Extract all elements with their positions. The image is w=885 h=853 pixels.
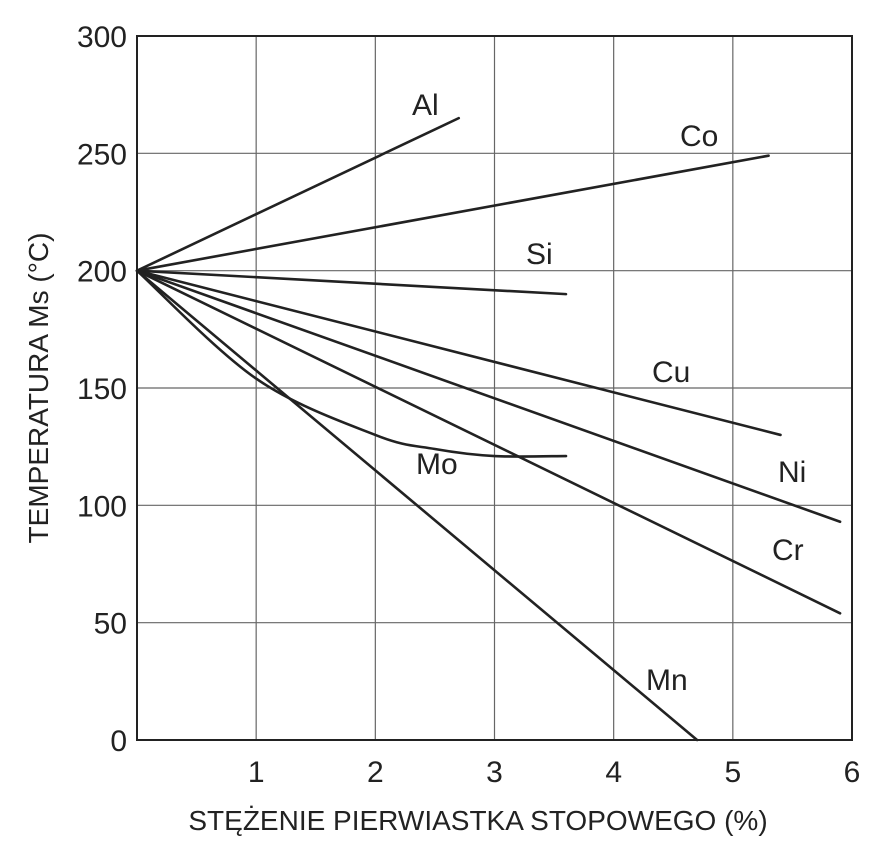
y-tick-label: 100 <box>77 490 127 523</box>
x-axis-title: STĘŻENIE PIERWIASTKA STOPOWEGO (%) <box>188 805 767 836</box>
x-tick-label: 4 <box>605 756 622 789</box>
y-axis-title: TEMPERATURA Ms (°C) <box>23 233 54 544</box>
series-label-si: Si <box>526 238 553 271</box>
series-label-mo: Mo <box>416 448 458 481</box>
series-label-al: Al <box>412 89 439 122</box>
x-tick-labels: 1 2 3 4 5 6 <box>248 756 861 789</box>
series-line-mo <box>135 269 568 458</box>
series-line-cr <box>135 269 842 615</box>
y-tick-label: 150 <box>77 373 127 406</box>
series-line-ni <box>135 269 842 524</box>
series-line-al <box>135 116 461 272</box>
plot-frame <box>136 35 853 741</box>
series-line-cu <box>135 269 782 437</box>
series-group <box>135 116 842 742</box>
y-tick-label: 300 <box>77 21 127 54</box>
x-tick-label: 2 <box>367 756 384 789</box>
series-line-co <box>135 154 770 272</box>
y-tick-label: 50 <box>94 608 127 641</box>
y-tick-label: 0 <box>110 725 127 758</box>
series-line-mn <box>135 269 699 742</box>
series-label-cu: Cu <box>652 356 690 389</box>
series-line-si <box>135 269 568 296</box>
y-tick-label: 250 <box>77 138 127 171</box>
grid <box>137 36 852 740</box>
series-label-co: Co <box>680 120 718 153</box>
x-tick-label: 3 <box>486 756 503 789</box>
y-tick-label: 200 <box>77 256 127 289</box>
x-tick-label: 5 <box>724 756 741 789</box>
series-label-mn: Mn <box>646 664 688 697</box>
series-labels: Al Co Si Cu Ni Cr Mo Mn <box>412 89 806 697</box>
x-tick-label: 1 <box>248 756 265 789</box>
series-label-ni: Ni <box>778 456 806 489</box>
series-label-cr: Cr <box>772 534 804 567</box>
y-tick-labels: 0 50 100 150 200 250 300 <box>77 21 127 758</box>
x-tick-label: 6 <box>844 756 861 789</box>
